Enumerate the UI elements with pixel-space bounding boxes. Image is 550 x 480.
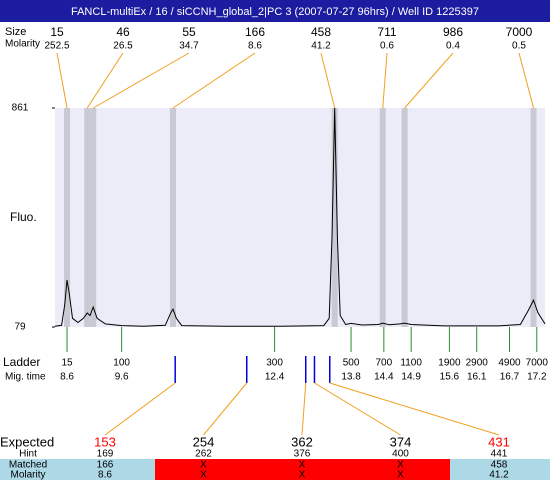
- hint-label: Hint: [19, 449, 37, 460]
- ladder-size: 300: [266, 358, 283, 369]
- hint-connector: [314, 382, 401, 436]
- peak-band: [84, 108, 91, 327]
- peak-band: [331, 108, 338, 327]
- expected-value: 362: [291, 434, 313, 449]
- ladder-mig: 9.6: [115, 372, 129, 383]
- molarity-value: X: [200, 470, 207, 480]
- y-label: Fluo.: [10, 210, 37, 224]
- ladder-size: 2900: [466, 358, 489, 369]
- ladder-size: 500: [343, 358, 360, 369]
- header-bar: [0, 0, 550, 22]
- peak-band: [530, 108, 537, 327]
- ladder-size: 700: [376, 358, 393, 369]
- ladder-mig: 13.8: [341, 372, 361, 383]
- peak-band: [90, 108, 97, 327]
- ladder-mig: 16.7: [500, 372, 520, 383]
- peak-connector: [382, 52, 388, 109]
- peak-band: [401, 108, 408, 327]
- molarity-value: X: [397, 470, 404, 480]
- expected-value: 254: [193, 434, 215, 449]
- peak-connector: [404, 52, 454, 109]
- matched-bg: [0, 459, 155, 480]
- ladder-size: 100: [113, 358, 130, 369]
- hint-value: 376: [294, 449, 311, 460]
- hint-value: 262: [195, 449, 212, 460]
- hint-connector: [104, 382, 176, 436]
- peak-molarity: 0.4: [446, 41, 460, 52]
- peak-size: 15: [50, 25, 64, 39]
- ladder-size: 15: [61, 358, 73, 369]
- molarity-value: X: [299, 470, 306, 480]
- peak-band: [64, 108, 71, 327]
- peak-connector: [172, 52, 256, 109]
- matched-value: 166: [97, 460, 114, 471]
- y-tick-label: 861: [12, 103, 29, 114]
- header-title: FANCL-multiEx / 16 / siCCNH_global_2|PC …: [71, 6, 479, 18]
- molarity-row-label: Molarity: [10, 470, 45, 480]
- hint-connector: [301, 382, 307, 436]
- expected-label: Expected: [0, 434, 54, 449]
- hint-connector: [203, 382, 248, 436]
- matched-value: X: [397, 460, 404, 471]
- ladder-size: 7000: [526, 358, 549, 369]
- peak-connector: [320, 52, 336, 109]
- molarity-value: 8.6: [98, 470, 112, 480]
- peak-size: 166: [245, 25, 265, 39]
- hint-value: 400: [392, 449, 409, 460]
- peak-size: 458: [311, 25, 331, 39]
- ladder-size: 1100: [400, 358, 422, 369]
- peak-band: [169, 108, 176, 327]
- peak-molarity: 252.5: [44, 41, 69, 52]
- peak-connector: [56, 52, 68, 109]
- ladder-label: Ladder: [3, 355, 40, 369]
- matched-label: Matched: [9, 460, 47, 471]
- hint-value: 441: [491, 449, 508, 460]
- matched-value: X: [200, 460, 207, 471]
- peak-size: 7000: [506, 25, 533, 39]
- matched-value: X: [299, 460, 306, 471]
- molarity-label: Molarity: [5, 39, 40, 50]
- peak-size: 711: [377, 25, 396, 39]
- peak-size: 46: [116, 25, 130, 39]
- peak-molarity: 34.7: [179, 41, 199, 52]
- expected-value: 431: [488, 434, 510, 449]
- plot-area: [55, 108, 545, 327]
- ladder-size: 4900: [498, 358, 521, 369]
- peak-connector: [518, 52, 535, 109]
- peak-connector: [92, 52, 190, 109]
- molarity-value: 41.2: [489, 470, 509, 480]
- matched-bg: [450, 459, 550, 480]
- peak-molarity: 8.6: [248, 41, 262, 52]
- ladder-mig: 8.6: [60, 372, 74, 383]
- peak-molarity: 0.6: [380, 41, 394, 52]
- ladder-mig: 14.9: [401, 372, 421, 383]
- expected-value: 153: [94, 434, 116, 449]
- hint-connector: [329, 382, 500, 436]
- peak-band: [379, 108, 386, 327]
- ladder-size: 1900: [438, 358, 461, 369]
- unmatched-bg: [155, 459, 450, 480]
- ladder-mig: 12.4: [265, 372, 285, 383]
- ladder-mig: 14.4: [374, 372, 394, 383]
- size-label: Size: [5, 26, 26, 38]
- peak-molarity: 41.2: [311, 41, 331, 52]
- peak-size: 986: [443, 25, 463, 39]
- expected-value: 374: [390, 434, 412, 449]
- matched-value: 458: [491, 460, 508, 471]
- hint-value: 169: [97, 449, 114, 460]
- y-tick-label: 79: [14, 322, 26, 333]
- ladder-mig: 16.1: [467, 372, 487, 383]
- peak-connector: [86, 52, 124, 109]
- ladder-mig: 15.6: [440, 372, 460, 383]
- mig-label: Mig. time: [5, 372, 46, 383]
- peak-size: 55: [182, 25, 196, 39]
- ladder-mig: 17.2: [527, 372, 547, 383]
- trace: [54, 107, 546, 327]
- peak-molarity: 0.5: [512, 41, 526, 52]
- peak-molarity: 26.5: [113, 41, 133, 52]
